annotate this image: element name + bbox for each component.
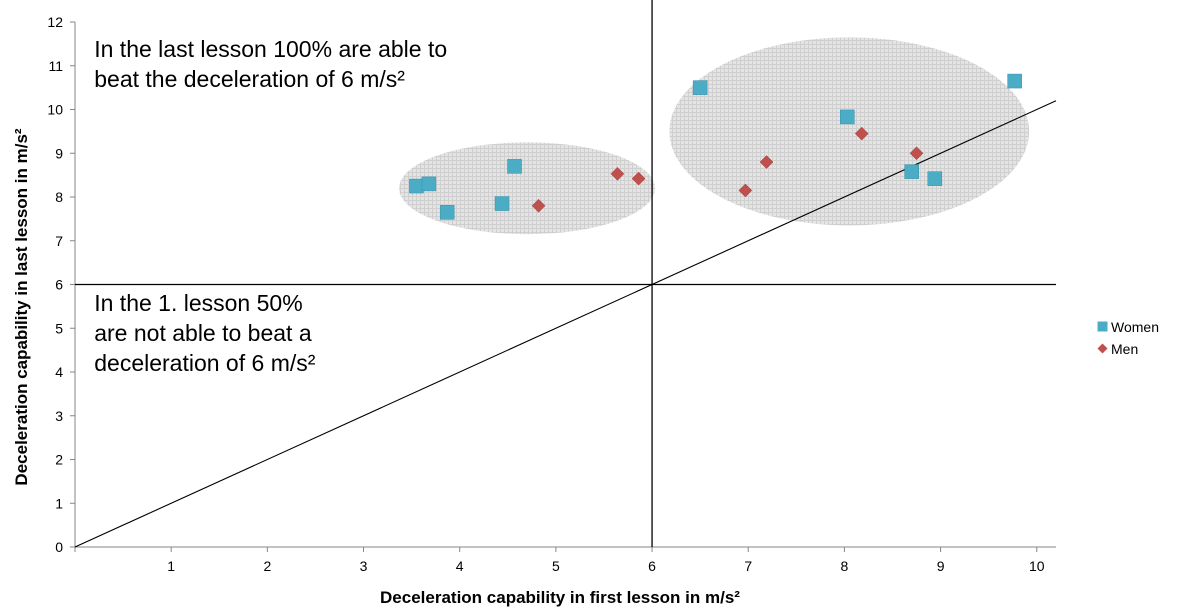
cluster-ellipse-1 (399, 142, 655, 235)
y-tick-label: 5 (55, 320, 63, 336)
y-tick-label: 7 (55, 233, 63, 249)
data-point-men (531, 198, 546, 213)
y-tick-label: 3 (55, 408, 63, 424)
y-axis-title: Deceleration capability in last lesson i… (12, 128, 31, 485)
y-tick-label: 10 (47, 102, 63, 118)
data-point-men (610, 166, 625, 181)
cluster-ellipse-2 (669, 37, 1030, 226)
data-point-women (904, 164, 919, 179)
data-point-women (421, 176, 437, 192)
legend-item-women: Women (1097, 316, 1159, 338)
y-tick-label: 11 (48, 58, 63, 74)
data-point-women (494, 196, 510, 211)
y-tick-label: 8 (55, 189, 63, 205)
y-tick-label: 0 (55, 539, 63, 555)
data-point-women (439, 205, 455, 220)
data-point-men (854, 126, 869, 141)
data-point-women (409, 178, 424, 194)
y-tick-label: 12 (47, 14, 63, 30)
y-tick-label: 1 (55, 495, 63, 511)
data-point-men (738, 183, 753, 198)
data-point-women (927, 171, 943, 186)
legend-label-women: Women (1111, 319, 1159, 335)
x-tick-label: 5 (552, 558, 560, 574)
legend-label-men: Men (1111, 341, 1139, 357)
legend: Women Men (1097, 316, 1159, 360)
x-tick-label: 6 (648, 558, 656, 574)
x-tick-label: 7 (744, 558, 752, 574)
x-tick-label: 1 (167, 558, 175, 574)
y-tick-label: 6 (55, 277, 63, 293)
x-tick-label: 2 (263, 558, 271, 574)
data-point-women (692, 80, 708, 95)
data-point-men (759, 155, 774, 169)
data-point-men (631, 171, 646, 186)
y-tick-label: 9 (55, 145, 63, 161)
annotation-2-line-1: In the 1. lesson 50% (94, 290, 302, 316)
data-point-women (840, 109, 855, 125)
x-axis-title: Deceleration capability in first lesson … (380, 588, 740, 607)
y-tick-label: 4 (55, 364, 63, 380)
annotation-1-line-1: In the last lesson 100% are able to (94, 36, 447, 62)
annotation-1-line-2: beat the deceleration of 6 m/s² (94, 66, 405, 92)
annotation-2-line-3: deceleration of 6 m/s² (94, 350, 316, 376)
legend-diamond-marker-icon (1097, 341, 1108, 357)
y-tick-label: 2 (55, 452, 63, 468)
x-tick-label: 9 (937, 558, 945, 574)
annotation-2-line-2: are not able to beat a (94, 320, 312, 346)
x-tick-label: 4 (456, 558, 464, 574)
data-point-women (1007, 73, 1022, 89)
data-point-women (507, 159, 522, 174)
reference-line-diagonal (74, 100, 1057, 548)
data-point-men (909, 146, 924, 161)
x-tick-label: 8 (841, 558, 849, 574)
legend-item-men: Men (1097, 338, 1159, 360)
x-tick-label: 3 (360, 558, 368, 574)
legend-square-marker-icon (1097, 319, 1108, 335)
x-tick-label: 10 (1029, 558, 1045, 574)
